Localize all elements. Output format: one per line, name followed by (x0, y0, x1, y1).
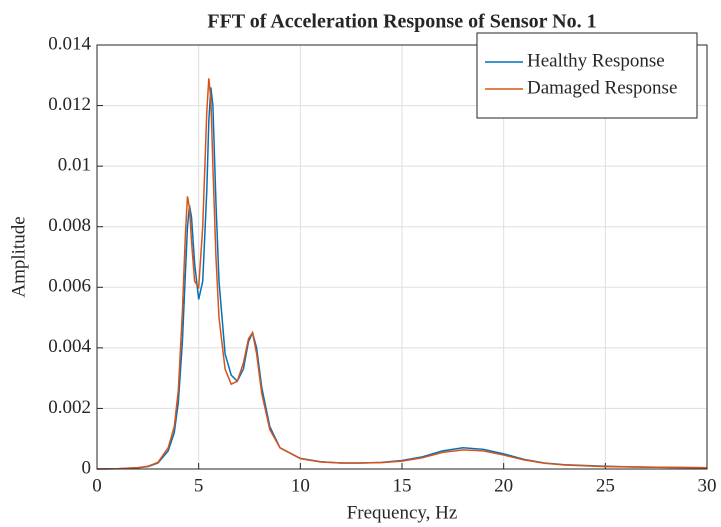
legend-box (476, 32, 698, 119)
y-tick-label: 0 (82, 457, 92, 478)
y-tick-label: 0.01 (58, 155, 91, 176)
y-axis-label: Amplitude (8, 216, 29, 297)
y-tick-label: 0.002 (48, 397, 91, 418)
x-axis-label: Frequency, Hz (347, 502, 458, 523)
x-tick-label: 15 (393, 475, 412, 496)
x-tick-label: 5 (194, 475, 204, 496)
y-tick-label: 0.012 (48, 94, 91, 115)
legend-label: Damaged Response (527, 77, 677, 98)
x-tick-label: 0 (92, 475, 102, 496)
y-tick-label: 0.004 (48, 336, 91, 357)
legend-label: Healthy Response (527, 50, 665, 71)
y-tick-label: 0.008 (48, 215, 91, 236)
line-series (96, 78, 708, 470)
chart-title: FFT of Acceleration Response of Sensor N… (207, 11, 596, 33)
axes-box (96, 44, 708, 470)
x-tick-label: 25 (596, 475, 615, 496)
y-tick-label: 0.014 (48, 33, 91, 54)
x-tick-label: 10 (291, 475, 310, 496)
x-tick-label: 20 (494, 475, 513, 496)
y-tick-label: 0.006 (48, 276, 91, 297)
x-tick-label: 30 (698, 475, 717, 496)
